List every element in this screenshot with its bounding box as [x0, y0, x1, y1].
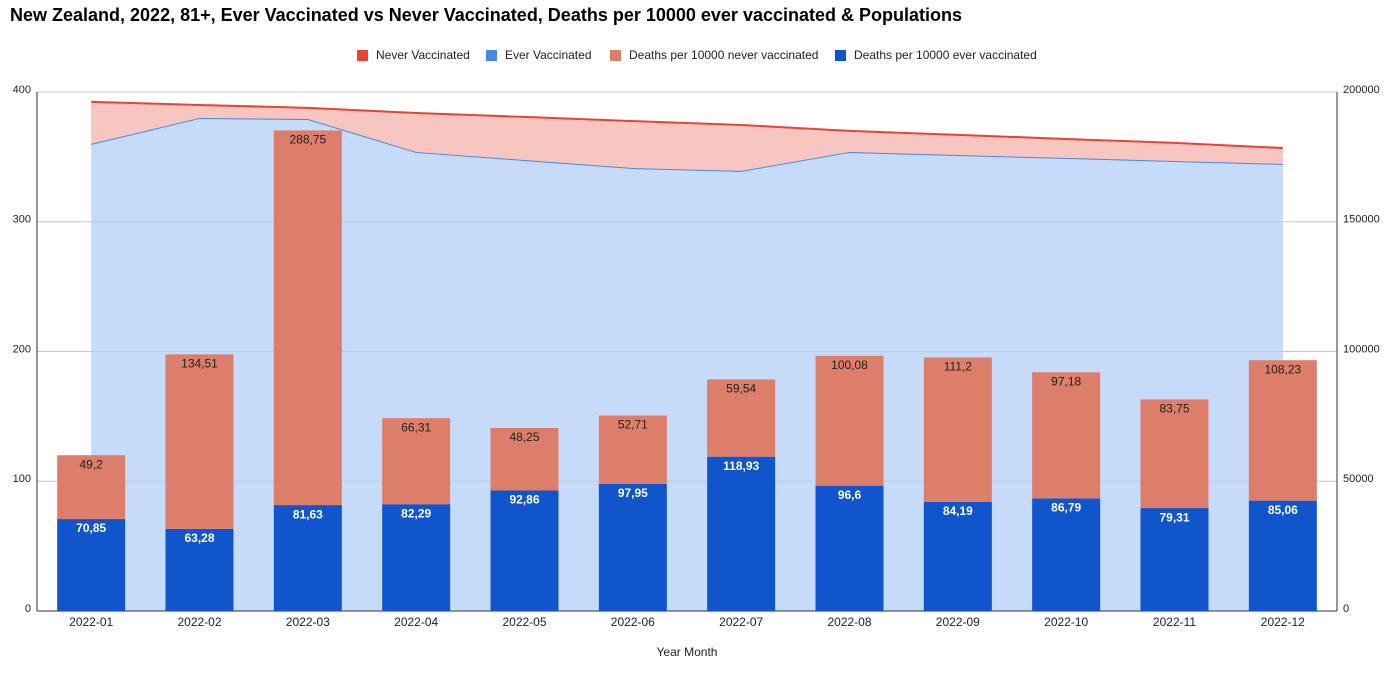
bar-value-label: 81,63: [293, 507, 323, 521]
bar-value-label: 79,31: [1159, 510, 1189, 524]
bar-value-label: 49,2: [79, 457, 103, 471]
bar: [923, 357, 992, 502]
x-tick-label: 2022-01: [69, 615, 113, 629]
y2-tick-label: 150000: [1343, 214, 1380, 226]
y2-tick-label: 200000: [1343, 84, 1380, 96]
bar-value-label: 108,23: [1264, 362, 1301, 376]
bar: [1248, 500, 1317, 611]
bar: [165, 528, 234, 611]
x-tick-label: 2022-07: [719, 615, 763, 629]
bar: [815, 355, 884, 486]
bar-value-label: 97,95: [618, 486, 648, 500]
bar: [490, 427, 559, 491]
legend-label: Deaths per 10000 never vaccinated: [629, 48, 818, 62]
x-axis-title: Year Month: [657, 645, 718, 659]
legend-swatch: [835, 50, 846, 61]
y-tick-label: 200: [13, 343, 31, 355]
bar-value-label: 66,31: [401, 420, 431, 434]
legend-label: Ever Vaccinated: [505, 48, 592, 62]
bar: [273, 505, 342, 611]
x-tick-label: 2022-08: [827, 615, 871, 629]
y-tick-label: 300: [13, 214, 31, 226]
bar: [815, 485, 884, 611]
bar-value-label: 48,25: [509, 430, 539, 444]
y-tick-label: 0: [25, 603, 31, 615]
x-tick-label: 2022-11: [1153, 615, 1196, 629]
area-line: [91, 100, 1283, 150]
legend-swatch: [610, 50, 621, 61]
bar-value-label: 84,19: [943, 504, 973, 518]
bar-value-label: 111,2: [944, 360, 973, 374]
area: [91, 101, 1283, 171]
x-tick-label: 2022-10: [1044, 615, 1088, 629]
bar: [1032, 498, 1101, 611]
y2-tick-label: 100000: [1343, 343, 1380, 355]
bar-value-label: 97,18: [1051, 374, 1081, 388]
x-tick-label: 2022-04: [394, 615, 438, 629]
bar-value-label: 70,85: [76, 521, 106, 535]
bar: [707, 379, 776, 457]
y-tick-label: 100: [13, 473, 31, 485]
bar: [598, 415, 667, 484]
bar-value-label: 92,86: [509, 493, 539, 507]
bar-value-label: 288,75: [289, 133, 326, 147]
bar: [1032, 372, 1101, 499]
bar: [165, 354, 234, 529]
bar: [707, 456, 776, 611]
chart-title: New Zealand, 2022, 81+, Ever Vaccinated …: [10, 5, 962, 25]
bar-value-label: 83,75: [1159, 402, 1189, 416]
area: [91, 117, 1283, 611]
bar: [1140, 399, 1209, 509]
bar-value-label: 134,51: [181, 357, 218, 371]
legend-label: Deaths per 10000 ever vaccinated: [854, 48, 1037, 62]
bar-value-label: 118,93: [723, 459, 759, 473]
x-tick-label: 2022-02: [177, 615, 221, 629]
x-tick-label: 2022-12: [1261, 615, 1305, 629]
bar: [382, 418, 451, 505]
bar-value-label: 82,29: [401, 506, 431, 520]
x-tick-label: 2022-05: [502, 615, 546, 629]
bar-value-label: 63,28: [184, 531, 214, 545]
bar-value-label: 86,79: [1051, 501, 1081, 515]
y2-tick-label: 0: [1343, 603, 1349, 615]
bar-value-label: 52,71: [618, 418, 648, 432]
bar: [1140, 508, 1209, 611]
bar-value-label: 59,54: [726, 382, 756, 396]
legend-swatch: [486, 50, 497, 61]
x-tick-label: 2022-03: [286, 615, 330, 629]
legend-label: Never Vaccinated: [376, 48, 470, 62]
bar: [273, 130, 342, 506]
bar-value-label: 85,06: [1268, 503, 1298, 517]
bar: [923, 501, 992, 611]
bar-value-label: 96,6: [838, 488, 862, 502]
bar: [57, 455, 126, 520]
bar: [490, 490, 559, 611]
y2-tick-label: 50000: [1343, 473, 1374, 485]
x-tick-label: 2022-06: [611, 615, 655, 629]
x-tick-label: 2022-09: [936, 615, 980, 629]
y-tick-label: 400: [13, 84, 31, 96]
legend-swatch: [357, 50, 368, 61]
bar: [1248, 360, 1317, 501]
bar: [382, 504, 451, 611]
bar-value-label: 100,08: [831, 358, 868, 372]
bar: [598, 483, 667, 611]
bar: [57, 519, 126, 611]
